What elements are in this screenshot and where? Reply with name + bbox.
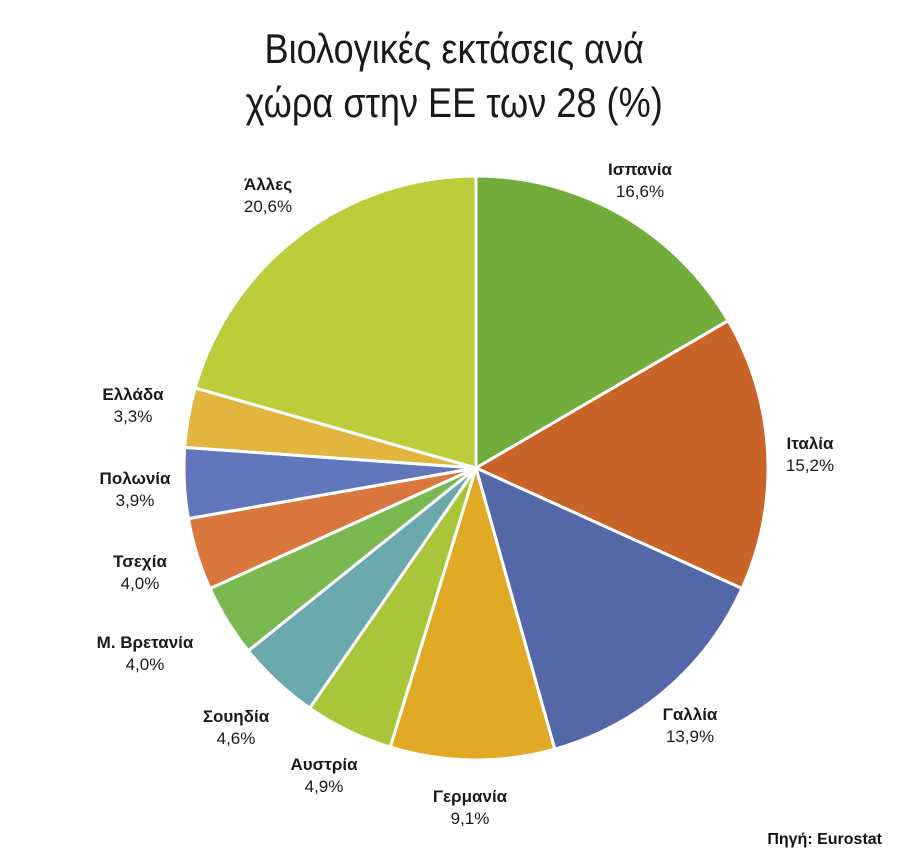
slice-label-5: Αυστρία <box>290 755 358 774</box>
slice-value-label-9: 3,9% <box>116 491 155 510</box>
source-note: Πηγή: Eurostat <box>767 831 882 848</box>
slice-label-11: Άλλες <box>244 175 292 194</box>
slice-label-8: Τσεχία <box>113 552 167 571</box>
slice-value-label-3: 13,9% <box>666 727 714 746</box>
slice-label-10: Ελλάδα <box>102 385 164 404</box>
slice-value-label-7: 4,0% <box>126 655 165 674</box>
chart-title-line-2: χώρα στην ΕΕ των 28 (%) <box>245 79 663 126</box>
slice-label-4: Γερμανία <box>433 787 508 806</box>
pie-slice-11 <box>193 174 478 470</box>
slice-label-6: Σουηδία <box>203 707 270 726</box>
slice-value-label-4: 9,1% <box>451 809 490 828</box>
pie-slice-4 <box>388 466 557 762</box>
slice-label-1: Ισπανία <box>608 160 673 179</box>
pie-slice-2 <box>474 319 770 590</box>
slice-value-label-5: 4,9% <box>305 777 344 796</box>
slice-label-3: Γαλλία <box>663 705 718 724</box>
slice-value-label-10: 3,3% <box>114 407 153 426</box>
slice-value-label-1: 16,6% <box>616 182 664 201</box>
chart-title-line-1: Βιολογικές εκτάσεις ανά <box>264 25 644 72</box>
pie-slice-3 <box>474 466 744 751</box>
pie-slice-1 <box>474 174 730 470</box>
slice-label-7: Μ. Βρετανία <box>97 633 194 652</box>
chart-title: Βιολογικές εκτάσεις ανά χώρα στην ΕΕ των… <box>67 22 841 130</box>
slice-value-label-11: 20,6% <box>244 197 292 216</box>
slice-value-label-2: 15,2% <box>786 456 834 475</box>
slice-label-9: Πολωνία <box>100 469 171 488</box>
slice-value-label-6: 4,6% <box>217 729 256 748</box>
slice-value-label-8: 4,0% <box>121 574 160 593</box>
slice-label-2: Ιταλία <box>787 434 834 453</box>
